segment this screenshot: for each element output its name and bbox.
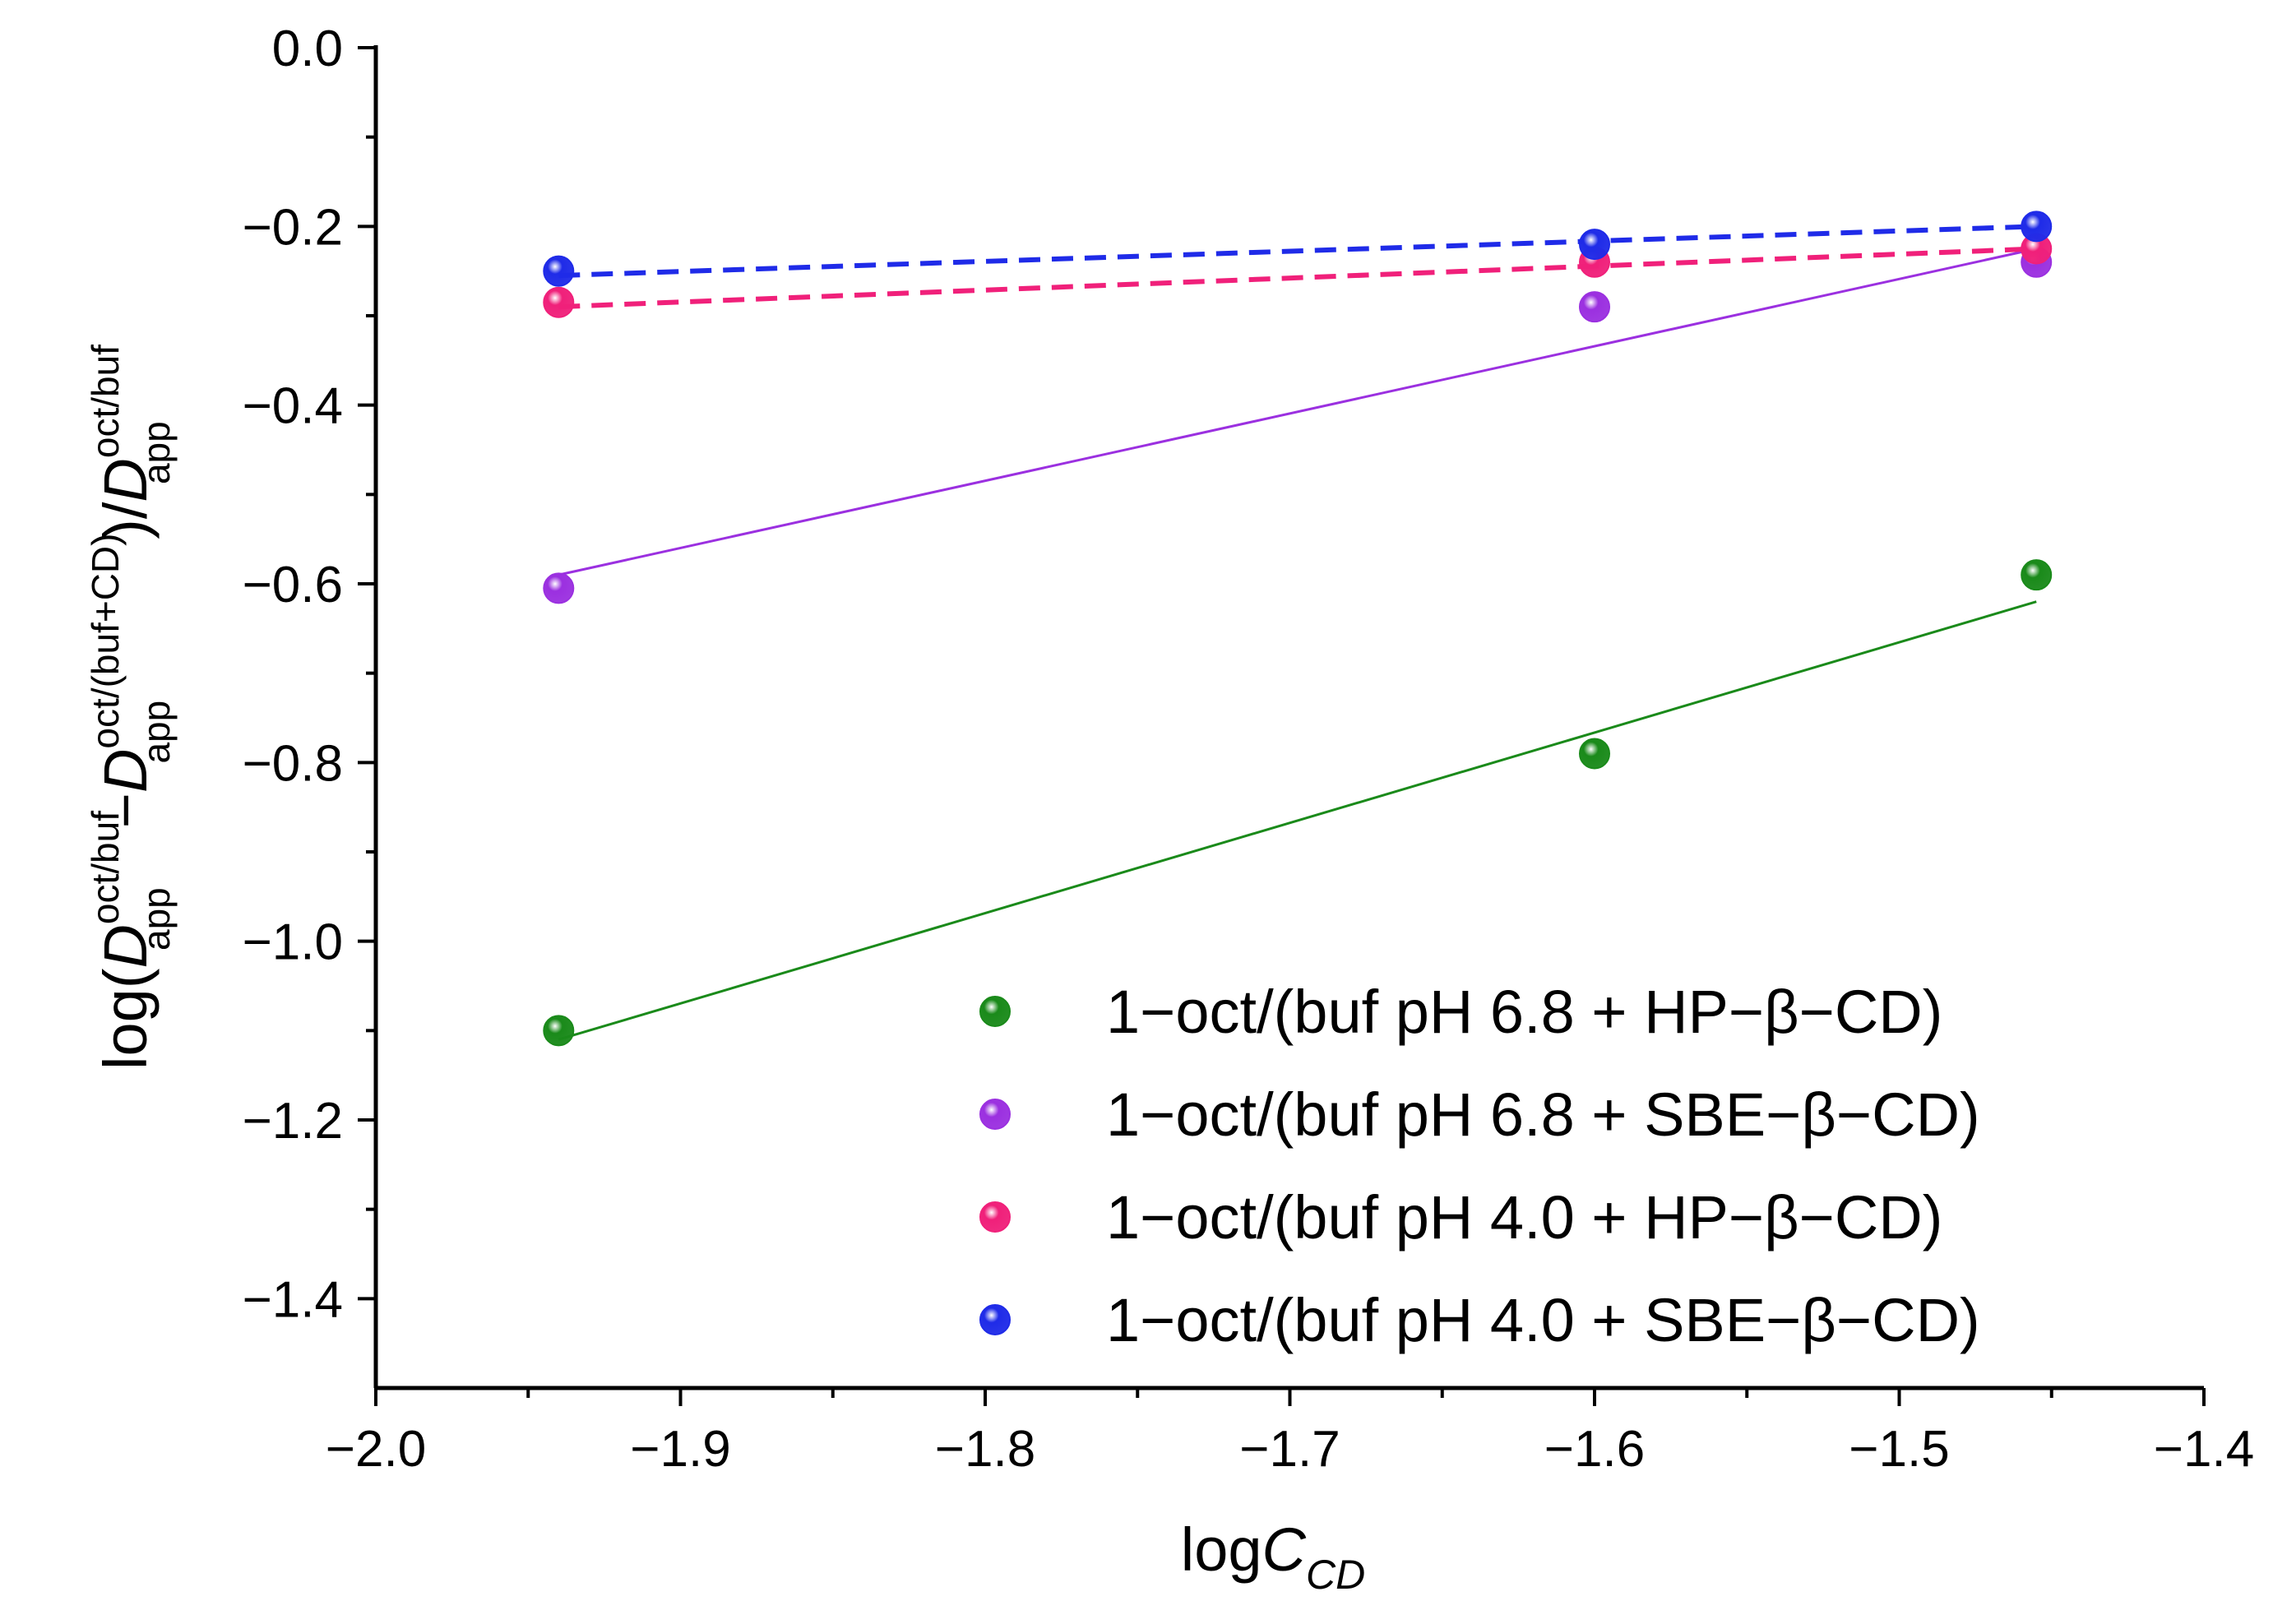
x-tick-label: −1.9	[630, 1421, 730, 1478]
x-tick-label: −2.0	[326, 1421, 426, 1478]
data-point-series-3	[543, 286, 575, 318]
fit-line-series-3	[558, 246, 2037, 310]
y-tick-label: −0.6	[243, 557, 343, 613]
y-axis-title: log(Doct/buf app−Doct/(buf+CD) app)/Doct/b…	[84, 345, 178, 1070]
data-point-series-1	[543, 1015, 575, 1047]
data-point-series-4	[1579, 229, 1610, 261]
legend-marker-series-3	[979, 1201, 1011, 1233]
x-tick-label: −1.4	[2154, 1421, 2254, 1478]
y-tick-label: −1.0	[243, 914, 343, 971]
y-tick-label: −0.4	[243, 378, 343, 435]
fit-line-series-2	[558, 248, 2037, 576]
y-tick-label: −0.2	[243, 199, 343, 256]
fit-line-series-4	[558, 224, 2037, 279]
data-point-series-4	[2021, 211, 2053, 243]
data-point-series-1	[2021, 559, 2053, 591]
legend-marker-series-2	[979, 1099, 1011, 1130]
legend-label-series-4: 1−oct/(buf pH 4.0 + SBE−β−CD)	[1106, 1286, 1980, 1354]
x-axis-title: logCCD	[1181, 1515, 1365, 1598]
data-point-series-4	[543, 255, 575, 287]
data-point-series-2	[1579, 291, 1610, 323]
x-tick-label: −1.8	[935, 1421, 1035, 1478]
legend-label-series-3: 1−oct/(buf pH 4.0 + HP−β−CD)	[1106, 1183, 1942, 1252]
y-tick-label: −0.8	[243, 735, 343, 792]
fit-lines	[558, 224, 2037, 1041]
y-tick-label: 0.0	[272, 21, 343, 77]
legend-label-series-1: 1−oct/(buf pH 6.8 + HP−β−CD)	[1106, 978, 1942, 1046]
legend-marker-series-1	[979, 996, 1011, 1027]
x-tick-label: −1.5	[1849, 1421, 1949, 1478]
legend: 1−oct/(buf pH 6.8 + HP−β−CD) 1−oct/(buf p…	[979, 978, 1980, 1354]
y-tick-label: −1.2	[243, 1093, 343, 1150]
legend-label-series-2: 1−oct/(buf pH 6.8 + SBE−β−CD)	[1106, 1080, 1980, 1149]
y-ticks: 0.0 −0.2 −0.4 −0.6 −0.8 −1.0 −1.2 −1.4	[243, 21, 376, 1328]
x-ticks: −2.0 −1.9 −1.8 −1.7 −1.6 −1.5 −1.4	[326, 1388, 2254, 1478]
y-tick-label: −1.4	[243, 1271, 343, 1328]
x-tick-label: −1.6	[1544, 1421, 1645, 1478]
data-points	[543, 211, 2053, 1047]
data-point-series-2	[543, 572, 575, 604]
fit-line-series-1	[558, 600, 2037, 1041]
legend-marker-series-4	[979, 1304, 1011, 1335]
data-point-series-1	[1579, 738, 1610, 770]
x-tick-label: −1.7	[1239, 1421, 1340, 1478]
